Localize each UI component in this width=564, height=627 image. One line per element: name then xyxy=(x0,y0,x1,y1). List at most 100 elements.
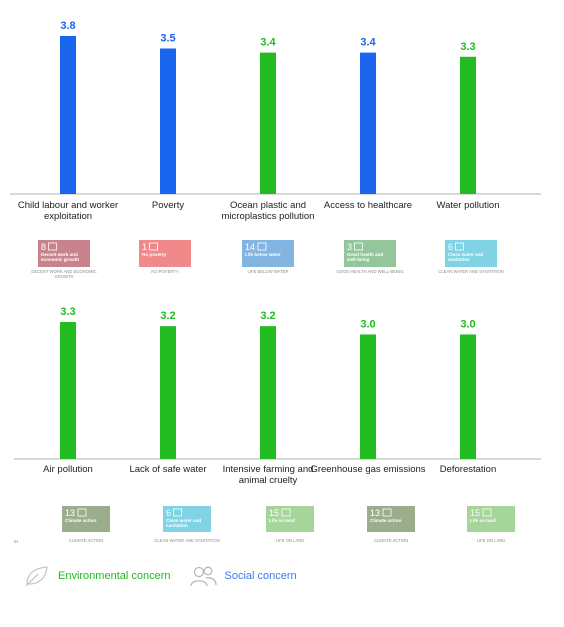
value-label: 3.8 xyxy=(60,20,75,32)
sdg-caption: CLEAN WATER AND SANITATION xyxy=(154,538,219,543)
sdg-title-line: Decent work and xyxy=(41,252,78,257)
category-label: Poverty xyxy=(152,200,184,211)
sdg-caption: LIFE ON LAND xyxy=(276,538,305,543)
sdg-number: 15 xyxy=(269,508,279,518)
sdg-caption-line: CLIMATE ACTION xyxy=(374,538,409,543)
sdg-tile-bg xyxy=(344,240,396,267)
sdg-title: Clean water and sanitation xyxy=(166,518,201,528)
sdg-caption-line: LIFE ON LAND xyxy=(276,538,305,543)
sdg-title-line: well-being xyxy=(346,257,370,262)
sdg-title-line: Climate action xyxy=(370,518,402,523)
sdg-number: 13 xyxy=(370,508,380,518)
sdg-title-line: Climate action xyxy=(65,518,97,523)
leaf-icon xyxy=(25,566,48,587)
sdg-tile-bg xyxy=(445,240,497,267)
sdg-icon xyxy=(281,508,291,517)
bar-2-3 xyxy=(260,326,276,459)
sdg-caption-line: NO POVERTY xyxy=(151,269,179,274)
value-label: 3.0 xyxy=(360,318,375,330)
category-label-line: Water pollution xyxy=(436,200,499,211)
sdg-icon xyxy=(173,508,182,517)
legend-social: Social concern xyxy=(189,565,297,587)
sdg-number: 8 xyxy=(41,242,46,252)
category-label-line: exploitation xyxy=(44,211,92,222)
category-label-line: Ocean plastic and xyxy=(230,200,306,211)
category-label-line: Deforestation xyxy=(440,464,497,475)
category-label: Greenhouse gas emissions xyxy=(310,464,425,475)
value-label: 3.2 xyxy=(260,310,275,322)
bar-2-2 xyxy=(160,326,176,459)
sdg-title-line: economic growth xyxy=(41,257,79,262)
category-label-line: microplastics pollution xyxy=(222,211,315,222)
sdg-title: Life on land xyxy=(470,518,496,523)
sdg-title-line: sanitation xyxy=(448,257,470,262)
category-label-line: Intensive farming and xyxy=(223,464,314,475)
bar-1-5 xyxy=(460,56,476,194)
sdg-title: Decent work and economic growth xyxy=(41,252,79,262)
sdg-icon xyxy=(382,508,392,517)
sdg-icon xyxy=(354,242,363,251)
category-label: Access to healthcare xyxy=(324,200,412,211)
sdg-title: Climate action xyxy=(370,518,402,523)
sdg-title-line: Life on land xyxy=(269,518,295,523)
sdg-title-line: Clean water and xyxy=(166,518,201,523)
sdg-title: Climate action xyxy=(65,518,97,523)
sdg-tile: 1No poverty xyxy=(139,240,191,267)
sdg-caption: NO POVERTY xyxy=(151,269,179,274)
sdg-caption-line: CLIMATE ACTION xyxy=(69,538,104,543)
sdg-icon xyxy=(48,242,57,251)
sdg-title: Life below water xyxy=(245,252,281,257)
bar-1-4 xyxy=(360,52,376,195)
sdg-title-line: Life below water xyxy=(245,252,281,257)
bar-1-2 xyxy=(160,48,176,195)
category-label-line: Child labour and worker xyxy=(18,200,118,211)
sdg-title: Good health and well-being xyxy=(346,252,383,262)
category-label-line: Lack of safe water xyxy=(129,464,206,475)
category-label-line: animal cruelty xyxy=(239,475,298,486)
sdg-caption-line: CLEAN WATER AND SANITATION xyxy=(154,538,219,543)
category-label: Intensive farming and animal cruelty xyxy=(223,464,314,486)
stray-text: IN xyxy=(14,539,18,544)
sdg-tile-bg xyxy=(163,506,211,532)
bar-1-3 xyxy=(260,52,276,195)
sdg-tile-bg xyxy=(38,240,90,267)
legend-social-label: Social concern xyxy=(224,570,297,582)
value-label: 3.4 xyxy=(260,37,276,49)
people-icon xyxy=(189,566,217,587)
category-label: Deforestation xyxy=(440,464,497,475)
legend: Environmental concern Social concern xyxy=(24,565,315,587)
sdg-tile-bg xyxy=(139,240,191,267)
sdg-number: 15 xyxy=(470,508,480,518)
sdg-title: Life on land xyxy=(269,518,295,523)
sdg-title-line: sanitation xyxy=(166,523,188,528)
sdg-caption-line: LIFE BELOW WATER xyxy=(248,269,289,274)
legend-environmental-label: Environmental concern xyxy=(58,570,171,582)
sdg-number: 3 xyxy=(347,242,352,252)
sdg-caption-line: DECENT WORK AND ECONOMIC xyxy=(31,269,96,274)
sdg-caption: LIFE ON LAND xyxy=(477,538,506,543)
sdg-icon xyxy=(77,508,87,517)
sdg-caption: CLIMATE ACTION xyxy=(374,538,409,543)
sdg-title-line: Life on land xyxy=(470,518,496,523)
sdg-caption: LIFE BELOW WATER xyxy=(248,269,289,274)
category-label-line: Poverty xyxy=(152,200,184,211)
sdg-caption: CLEAN WATER AND SANITATION xyxy=(438,269,503,274)
sdg-caption: DECENT WORK AND ECONOMIC GROWTH xyxy=(31,269,96,279)
sdg-number: 6 xyxy=(448,242,453,252)
sdg-caption: GOOD HEALTH AND WELL-BEING xyxy=(337,269,404,274)
legend-environmental: Environmental concern xyxy=(24,565,171,587)
value-label: 3.3 xyxy=(460,41,475,53)
bar-2-4 xyxy=(360,334,376,459)
bar-2-1 xyxy=(60,322,76,459)
